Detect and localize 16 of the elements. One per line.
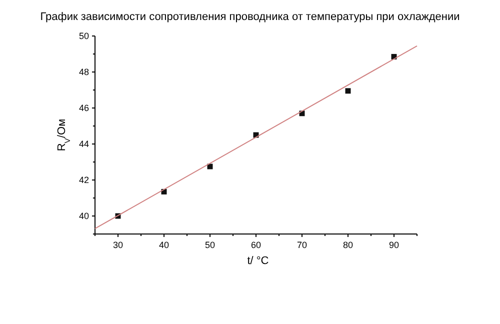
x-tick-label: 70 xyxy=(296,240,308,250)
chart-title: График зависимости сопротивления проводника от температуры при охлаждении xyxy=(40,11,460,23)
x-axis-title: t/ °C xyxy=(247,255,269,267)
y-tick-label: 40 xyxy=(78,211,89,221)
y-tick-label: 42 xyxy=(78,175,89,185)
x-tick-label: 90 xyxy=(388,240,400,250)
x-tick-label: 30 xyxy=(112,240,124,250)
point xyxy=(345,88,351,94)
x-tick-label: 60 xyxy=(250,240,262,250)
y-tick-label: 46 xyxy=(78,103,89,113)
y-tick-label: 44 xyxy=(78,139,89,149)
x-tick-label: 80 xyxy=(342,240,354,250)
y-tick-label: 48 xyxy=(78,67,89,77)
y-tick-label: 50 xyxy=(78,31,89,41)
x-tick-label: 50 xyxy=(204,240,216,250)
x-tick-label: 40 xyxy=(158,240,170,250)
